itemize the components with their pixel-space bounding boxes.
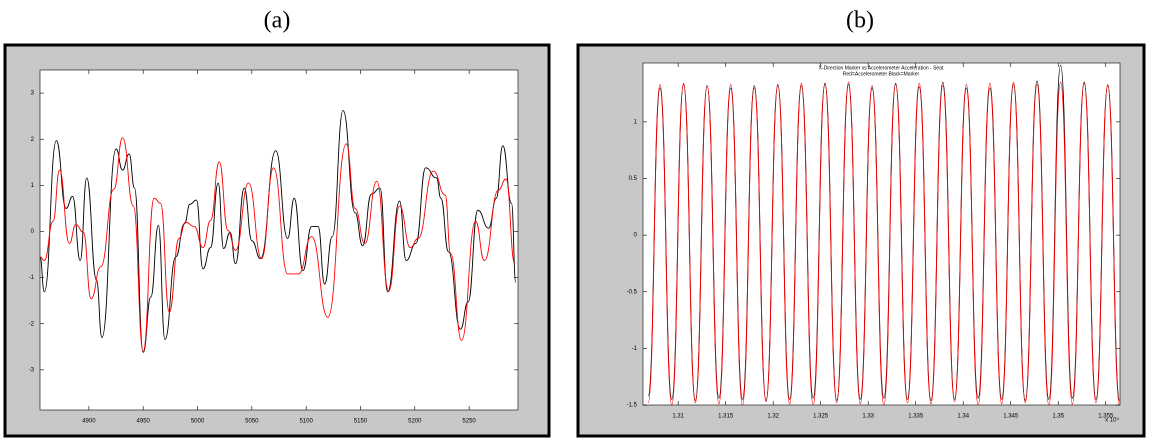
y-tick-label: -1 bbox=[29, 275, 35, 281]
panel-label: (b) bbox=[846, 8, 874, 34]
plot-area bbox=[39, 69, 519, 411]
x-tick-label: 1.335 bbox=[908, 414, 924, 420]
x-tick-label: 1.33 bbox=[862, 414, 874, 420]
x-tick-label: 1.32 bbox=[767, 414, 779, 420]
y-tick-label: 0.5 bbox=[629, 176, 638, 182]
x-tick-label: 5050 bbox=[245, 419, 259, 425]
x-tick-label: 5000 bbox=[191, 419, 205, 425]
x-tick-label: 5100 bbox=[299, 419, 313, 425]
y-tick-label: 2 bbox=[31, 137, 35, 143]
x-tick-label: 1.325 bbox=[813, 414, 829, 420]
series-line bbox=[40, 110, 517, 353]
panel-label: (a) bbox=[264, 8, 291, 34]
y-tick-label: -3 bbox=[29, 367, 35, 373]
x-tick-label: 1.315 bbox=[718, 414, 734, 420]
y-tick-label: 1 bbox=[634, 119, 638, 125]
x-tick-label: 1.355 bbox=[1098, 414, 1114, 420]
y-tick-label: -1.5 bbox=[627, 403, 638, 409]
x-tick-label: 1.34 bbox=[957, 414, 969, 420]
x-tick-label: 5150 bbox=[354, 419, 368, 425]
chart-title: X-Direction Marker vs Accelerometer Acce… bbox=[819, 65, 944, 71]
x-tick-label: 4950 bbox=[137, 419, 151, 425]
y-tick-label: -2 bbox=[29, 321, 35, 327]
chart-subtitle: Red=Accelerometer Black=Marker bbox=[843, 71, 920, 77]
x-tick-label: 1.31 bbox=[672, 414, 684, 420]
x-tick-label: 1.345 bbox=[1003, 414, 1019, 420]
y-tick-label: 1 bbox=[31, 183, 35, 189]
x-multiplier: x 10⁴ bbox=[1105, 417, 1119, 424]
x-tick-label: 4900 bbox=[82, 419, 96, 425]
series-line bbox=[647, 81, 1120, 405]
x-tick-label: 5200 bbox=[408, 419, 422, 425]
y-tick-label: -1 bbox=[632, 346, 638, 352]
y-tick-label: -0.5 bbox=[627, 289, 638, 295]
series-line bbox=[40, 137, 516, 352]
x-tick-label: 1.35 bbox=[1052, 414, 1064, 420]
x-tick-label: 5250 bbox=[462, 419, 476, 425]
plot-area bbox=[642, 62, 1121, 406]
y-tick-label: 0 bbox=[634, 233, 638, 239]
y-tick-label: 3 bbox=[31, 91, 35, 97]
y-tick-label: 0 bbox=[31, 229, 35, 235]
